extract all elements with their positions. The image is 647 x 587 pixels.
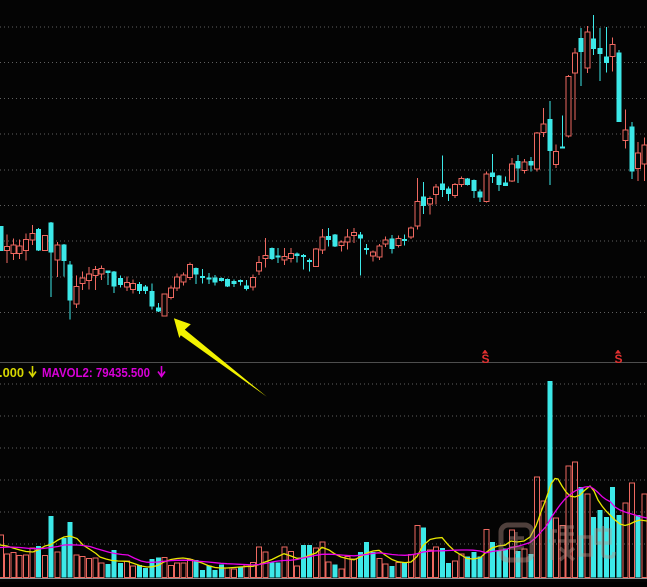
svg-text:MAVOL2: 79435.500: MAVOL2: 79435.500 [42,365,150,380]
svg-text:.000: .000 [0,365,24,380]
svg-text:S: S [615,352,623,366]
svg-text:S: S [482,352,490,366]
